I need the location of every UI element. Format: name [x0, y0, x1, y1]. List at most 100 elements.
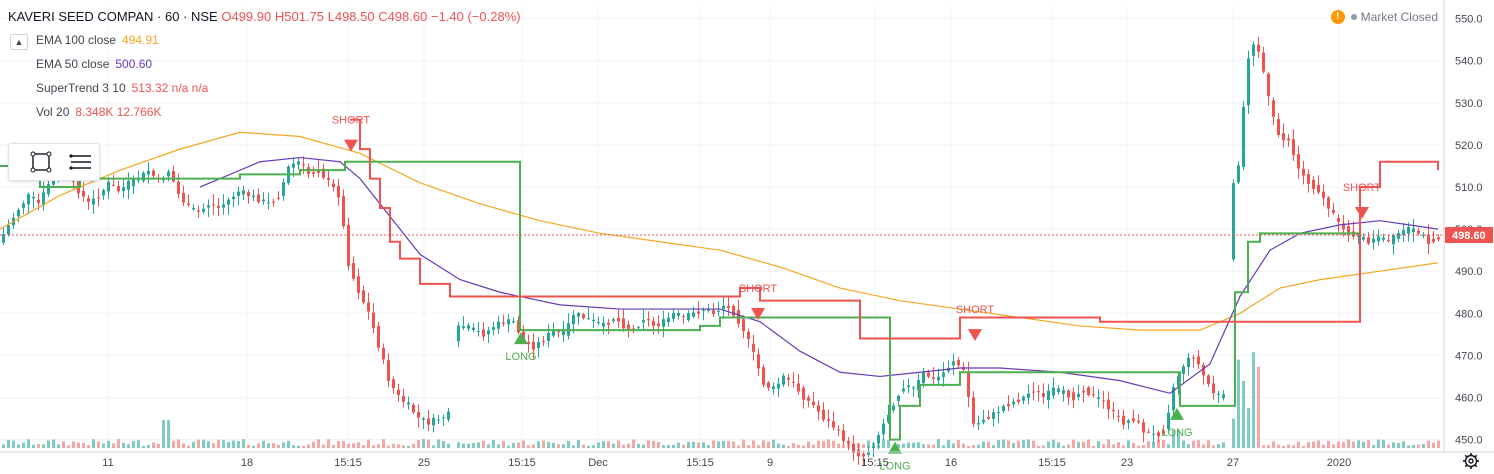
candle-body	[212, 204, 215, 206]
volume-bar	[287, 440, 290, 448]
volume-bar	[1192, 440, 1195, 448]
candle-body	[272, 201, 275, 203]
candle-body	[1007, 404, 1010, 407]
volume-bar	[1252, 352, 1255, 448]
volume-bar	[252, 445, 255, 448]
volume-bar	[902, 443, 905, 448]
volume-bar	[402, 445, 405, 448]
volume-bar	[22, 442, 25, 448]
gear-icon[interactable]	[1462, 452, 1480, 470]
volume-bar	[602, 441, 605, 448]
volume-bar	[1362, 441, 1365, 448]
candle-body	[482, 329, 485, 337]
price-axis[interactable]: 450.0460.0470.0480.0490.0500.0510.0520.0…	[1443, 0, 1493, 452]
candle-body	[1092, 394, 1095, 396]
candle-body	[1402, 230, 1405, 235]
candle-body	[2, 234, 5, 243]
candle-body	[977, 423, 980, 425]
candle-body	[1077, 393, 1080, 398]
candle-body	[277, 197, 280, 199]
candle-body	[252, 195, 255, 198]
volume-bar	[477, 442, 480, 448]
volume-bar	[52, 439, 55, 448]
candle-body	[732, 305, 735, 316]
candle-body	[1062, 390, 1065, 394]
candle-body	[367, 302, 370, 312]
volume-bar	[1067, 444, 1070, 448]
time-tick-label: 18	[241, 457, 253, 469]
volume-bar	[997, 439, 1000, 448]
candle-body	[1057, 388, 1060, 393]
time-axis[interactable]: 11 18 15:15 25 15:15 Dec 15:15 9 15:15 16 15:15 23 2…	[0, 451, 1494, 469]
chevron-up-icon[interactable]: ▲	[10, 34, 28, 50]
candle-body	[197, 210, 200, 212]
rectangle-select-icon[interactable]	[27, 148, 55, 176]
candle-body	[1192, 357, 1195, 359]
candle-body	[1382, 237, 1385, 240]
candle-body	[47, 184, 50, 195]
volume-bar	[607, 441, 610, 448]
volume-bar	[357, 442, 360, 448]
volume-bar	[1347, 439, 1350, 448]
volume-bar	[537, 441, 540, 448]
volume-bar	[937, 439, 940, 448]
volume-bar	[307, 444, 310, 448]
candle-body	[1067, 390, 1070, 398]
indicator-ema100[interactable]: EMA 100 close 494.91	[36, 33, 159, 47]
candle-body	[1242, 106, 1245, 168]
candle-body	[967, 371, 970, 397]
volume-bar	[472, 443, 475, 448]
volume-bar	[762, 440, 765, 448]
indicator-volume[interactable]: Vol 20 8.348K 12.766K	[36, 105, 162, 119]
candle-body	[707, 309, 710, 311]
volume-bar	[682, 444, 685, 448]
candle-body	[167, 171, 170, 177]
candle-body	[72, 180, 75, 182]
symbol-title[interactable]: KAVERI SEED COMPAN · 60 · NSE	[8, 9, 218, 24]
volume-bar	[1367, 440, 1370, 448]
candle-body	[1332, 210, 1335, 213]
candle-body	[187, 203, 190, 205]
market-status[interactable]: ! Market Closed	[1330, 10, 1438, 24]
candle-body	[827, 419, 830, 421]
candle-body	[802, 387, 805, 400]
volume-bar	[97, 441, 100, 448]
volume-bar	[197, 439, 200, 448]
candle-body	[917, 379, 920, 391]
volume-bar	[1262, 445, 1265, 448]
volume-bar	[1107, 439, 1110, 448]
volume-bar	[817, 440, 820, 448]
candle-body	[7, 225, 10, 235]
volume-bar	[77, 442, 80, 448]
candle-body	[942, 372, 945, 377]
volume-bar	[512, 442, 515, 448]
candle-body	[262, 199, 265, 202]
volume-bar	[137, 440, 140, 448]
indicator-supertrend[interactable]: SuperTrend 3 10 513.32 n/a n/a	[36, 81, 209, 95]
volume-bar	[382, 439, 385, 448]
volume-bar	[932, 444, 935, 448]
volume-bar	[152, 442, 155, 448]
candle-body	[137, 179, 140, 181]
candle-body	[577, 312, 580, 317]
volume-bar	[582, 444, 585, 448]
volume-bar	[362, 445, 365, 448]
candle-body	[1342, 223, 1345, 230]
list-lines-icon[interactable]	[67, 148, 95, 176]
candle-body	[632, 328, 635, 330]
indicator-ema50[interactable]: EMA 50 close 500.60	[36, 57, 153, 71]
volume-bar	[342, 441, 345, 448]
ema100-line	[0, 131, 1439, 331]
warning-icon[interactable]: !	[1330, 10, 1345, 24]
volume-bar	[437, 439, 440, 448]
candle-body	[892, 405, 895, 411]
candle-body	[1387, 239, 1390, 242]
volume-bar	[147, 444, 150, 448]
volume-bar	[1437, 440, 1440, 448]
volume-bar	[1052, 439, 1055, 448]
volume-bar	[447, 443, 450, 448]
volume-bar	[172, 440, 175, 448]
candle-body	[1422, 234, 1425, 236]
volume-bar	[212, 443, 215, 448]
